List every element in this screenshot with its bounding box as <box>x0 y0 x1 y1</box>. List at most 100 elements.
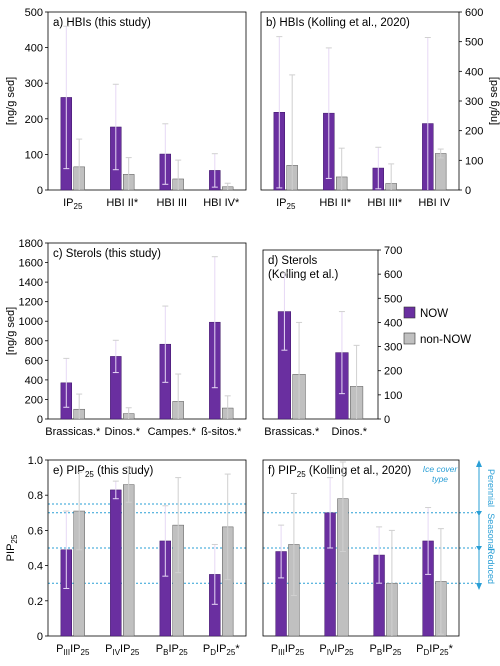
y-tick-label: 0.4 <box>28 561 43 573</box>
y-tick-label: 500 <box>465 37 483 49</box>
y-tick-label: 0 <box>37 185 43 197</box>
y-tick-label: 200 <box>25 114 43 126</box>
ice-cover-seasonal: Seasonal <box>486 513 496 551</box>
x-tick-label: PIVIP25 <box>105 643 140 657</box>
ice-cover-reduced: Reduced <box>486 548 496 584</box>
y-tick-label: 800 <box>25 336 43 348</box>
panel-d: 0 100 200 300 400 500 600 700 d) Sterols (Kolling… <box>262 245 402 438</box>
y-tick-label: 200 <box>465 126 483 138</box>
panel-title: c) Sterols (this study) <box>53 248 161 260</box>
panel-title: (Kolling et al.) <box>268 269 338 281</box>
x-tick-label: HBI III <box>156 197 187 209</box>
x-tick-label: Dinos.* <box>332 426 368 438</box>
panel-c: 0 200 400 600 800 1000 1200 1400 1600 1800 [ng/g s… <box>5 238 247 438</box>
y-tick-label: 300 <box>25 78 43 90</box>
panel-title: b) HBIs (Kolling et al., 2020) <box>266 17 410 29</box>
y-axis-label: PIP25 <box>5 534 19 561</box>
y-tick-label: 0 <box>465 185 471 197</box>
ice-cover-title-2: type <box>432 474 448 484</box>
y-tick-label: 200 <box>384 366 402 378</box>
y-tick-label: 100 <box>465 155 483 167</box>
panel-a: 0 100 200 300 400 500 [ng/g sed] a) HBIs (this … <box>5 7 247 211</box>
y-tick-label: 1200 <box>19 297 43 309</box>
legend-swatch-non-now <box>403 332 416 345</box>
ice-cover-arrow-bottom <box>476 583 482 590</box>
ice-cover-title: Ice cover <box>423 464 459 474</box>
y-tick-label: 1800 <box>19 238 43 250</box>
y-tick-label: 400 <box>25 375 43 387</box>
y-tick-label: 600 <box>25 355 43 367</box>
plot-frame <box>47 242 247 420</box>
x-tick-label: Campes.* <box>148 426 197 438</box>
plot-frame <box>262 459 460 637</box>
plot-frame <box>262 249 379 420</box>
chart-panels: 0 100 200 300 400 500 [ng/g sed] a) HBIs (this … <box>5 7 500 657</box>
panel-title: e) PIP25 (this study) <box>53 465 153 479</box>
y-tick-label: 1400 <box>19 277 43 289</box>
y-axis-label: [ng/g sed] <box>5 307 17 355</box>
y-tick-label: 700 <box>384 245 402 257</box>
y-tick-label: 0.8 <box>28 490 43 502</box>
legend-label-now: NOW <box>420 308 448 320</box>
x-tick-label: Brassicas.* <box>264 426 320 438</box>
y-tick-label: 100 <box>25 149 43 161</box>
x-tick-label: Brassicas.* <box>45 426 101 438</box>
y-tick-label: 500 <box>384 293 402 305</box>
x-tick-label: HBI IV* <box>203 197 240 209</box>
x-tick-label: Dinos.* <box>105 426 141 438</box>
panel-title: d) Sterols <box>268 255 317 267</box>
legend-swatch-now <box>403 306 416 319</box>
x-tick-label: PIIIIP25 <box>56 643 90 657</box>
y-tick-label: 600 <box>384 269 402 281</box>
y-tick-label: 400 <box>465 66 483 78</box>
panel-b: 0 100 200 300 400 500 600 [ng/g sed] b) HBIs (Ko… <box>260 7 500 211</box>
y-tick-label: 600 <box>465 7 483 19</box>
panel-title: a) HBIs (this study) <box>53 17 151 29</box>
ice-cover-arrow-top <box>476 460 482 467</box>
bar-now <box>110 489 122 637</box>
y-tick-label: 0.6 <box>28 525 43 537</box>
panel-f: f) PIP25 (Kolling et al., 2020) PIIIIP25 P… <box>262 459 476 657</box>
bar-non-now <box>123 484 135 637</box>
x-tick-label: ß-sitos.* <box>201 426 242 438</box>
panel-e: 0 0.2 0.4 0.6 0.8 1.0 PIP25 e) PIP25 (this stud… <box>5 455 247 657</box>
x-tick-label: PBIP25 <box>370 643 403 657</box>
y-tick-label: 1000 <box>19 316 43 328</box>
y-tick-label: 0.2 <box>28 596 43 608</box>
plot-frame <box>47 11 247 191</box>
plot-frame <box>47 459 247 637</box>
y-tick-label: 400 <box>384 317 402 329</box>
ice-cover-annotation: Ice cover type Perennial Seasonal Reduce… <box>423 460 496 590</box>
x-tick-label: PIVIP25 <box>319 643 354 657</box>
y-tick-label: 500 <box>25 7 43 19</box>
x-tick-label: PDIP25* <box>203 643 240 657</box>
panel-title: f) PIP25 (Kolling et al., 2020) <box>268 465 411 479</box>
x-tick-label: HBI II* <box>106 197 139 209</box>
x-tick-label: PBIP25 <box>156 643 189 657</box>
legend-label-non-now: non-NOW <box>420 334 471 346</box>
y-tick-label: 100 <box>384 390 402 402</box>
y-tick-label: 200 <box>25 394 43 406</box>
y-axis-label: [ng/g sed] <box>5 77 17 125</box>
x-tick-label: HBI III* <box>367 197 403 209</box>
y-tick-label: 0 <box>37 414 43 426</box>
y-tick-label: 0 <box>37 631 43 643</box>
ice-cover-arrow-mid2 <box>476 546 482 551</box>
y-axis-label: [ng/g sed] <box>488 77 500 125</box>
legend: NOW non-NOW <box>403 306 471 346</box>
x-tick-label: HBI IV <box>418 197 450 209</box>
x-tick-label: IP25 <box>63 197 83 211</box>
ice-cover-perennial: Perennial <box>486 469 496 507</box>
x-tick-label: PDIP25* <box>416 643 453 657</box>
x-tick-label: PIIIIP25 <box>271 643 305 657</box>
y-tick-label: 400 <box>25 43 43 55</box>
y-tick-label: 1.0 <box>28 455 43 467</box>
y-tick-label: 1600 <box>19 258 43 270</box>
x-tick-label: IP25 <box>276 197 296 211</box>
bar-non-now <box>435 153 447 191</box>
x-tick-label: HBI II* <box>319 197 352 209</box>
y-tick-label: 300 <box>384 342 402 354</box>
ice-cover-arrow-mid1 <box>476 511 482 516</box>
y-tick-label: 0 <box>384 414 390 426</box>
